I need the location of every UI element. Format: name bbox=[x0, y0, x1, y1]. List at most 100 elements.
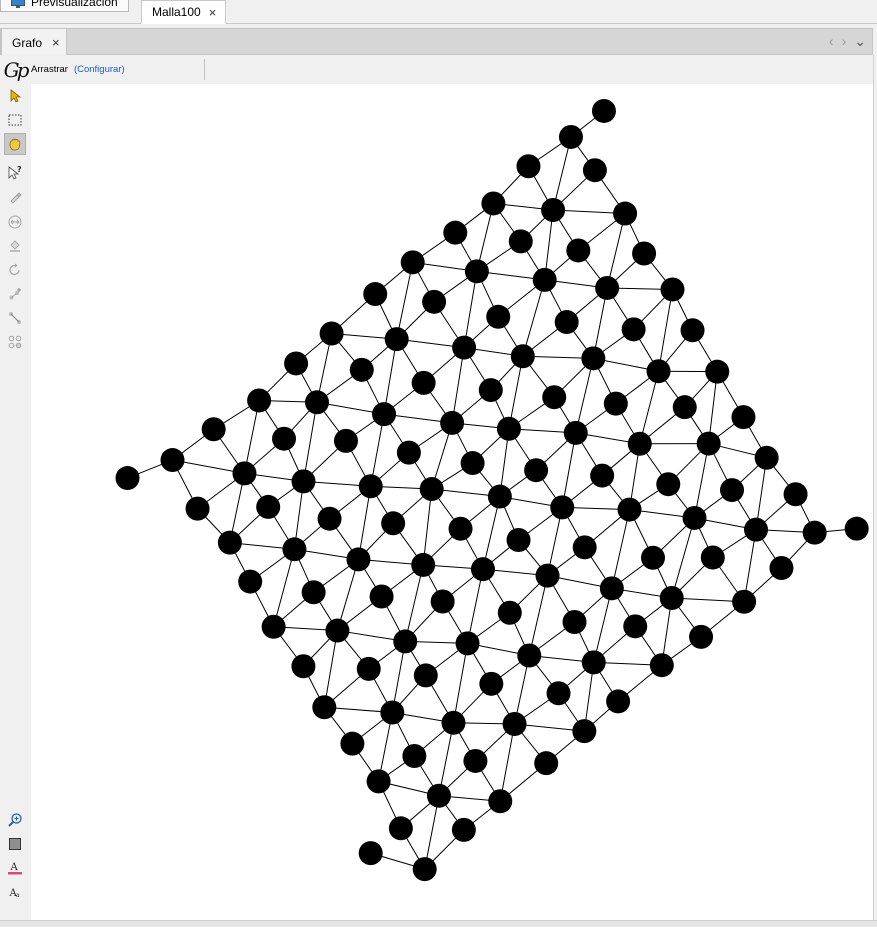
label-size-button[interactable]: A a bbox=[4, 881, 26, 903]
tab-malla100[interactable]: Malla100 × bbox=[141, 0, 226, 24]
graph-node[interactable] bbox=[516, 154, 541, 179]
graph-node[interactable] bbox=[510, 344, 535, 369]
graph-node[interactable] bbox=[672, 395, 697, 420]
graph-node[interactable] bbox=[358, 474, 383, 499]
graph-node[interactable] bbox=[621, 317, 646, 342]
graph-node[interactable] bbox=[682, 505, 707, 530]
graph-node[interactable] bbox=[369, 584, 394, 609]
graph-node[interactable] bbox=[452, 335, 477, 360]
graph-node[interactable] bbox=[562, 609, 587, 634]
graph-node[interactable] bbox=[646, 359, 671, 384]
graph-node[interactable] bbox=[426, 783, 451, 808]
graph-node[interactable] bbox=[430, 589, 455, 614]
graph-node[interactable] bbox=[542, 385, 567, 410]
graph-node[interactable] bbox=[532, 267, 557, 292]
graph-node[interactable] bbox=[572, 535, 597, 560]
graph-node[interactable] bbox=[366, 769, 391, 794]
graph-node[interactable] bbox=[340, 731, 365, 756]
graph-node[interactable] bbox=[325, 618, 350, 643]
add-edge-tool[interactable] bbox=[4, 307, 26, 329]
drag-tool[interactable] bbox=[4, 133, 26, 155]
graph-node[interactable] bbox=[487, 484, 512, 509]
graph-node[interactable] bbox=[441, 710, 466, 735]
graph-node[interactable] bbox=[247, 388, 272, 413]
graph-node[interactable] bbox=[460, 451, 485, 476]
graph-node[interactable] bbox=[700, 545, 725, 570]
graph-node[interactable] bbox=[581, 650, 606, 675]
graph-node[interactable] bbox=[380, 700, 405, 725]
graph-node[interactable] bbox=[783, 482, 808, 507]
rectangle-select-tool[interactable] bbox=[4, 109, 26, 131]
graph-node[interactable] bbox=[656, 472, 681, 497]
graph-node[interactable] bbox=[317, 506, 342, 531]
bucket-tool[interactable] bbox=[4, 235, 26, 257]
graph-node[interactable] bbox=[617, 497, 642, 522]
graph-node[interactable] bbox=[488, 789, 513, 814]
graph-node[interactable] bbox=[455, 631, 480, 656]
graph-node[interactable] bbox=[443, 220, 468, 245]
graph-node[interactable] bbox=[769, 556, 794, 581]
graph-node[interactable] bbox=[563, 420, 588, 445]
graph-node[interactable] bbox=[550, 495, 575, 520]
graph-node[interactable] bbox=[627, 431, 652, 456]
graph-node[interactable] bbox=[400, 250, 425, 275]
graph-node[interactable] bbox=[844, 516, 869, 541]
graph-node[interactable] bbox=[356, 656, 381, 681]
graph-node[interactable] bbox=[603, 391, 628, 416]
add-node-tool[interactable] bbox=[4, 283, 26, 305]
graph-node[interactable] bbox=[358, 841, 383, 866]
graph-node[interactable] bbox=[732, 589, 757, 614]
shortest-path-tool[interactable] bbox=[4, 259, 26, 281]
graph-node[interactable] bbox=[590, 463, 615, 488]
graph-node[interactable] bbox=[411, 552, 436, 577]
graph-node[interactable] bbox=[185, 496, 210, 521]
graph-node[interactable] bbox=[802, 520, 827, 545]
graph-canvas[interactable] bbox=[31, 84, 873, 920]
graph-node[interactable] bbox=[451, 817, 476, 842]
graph-node[interactable] bbox=[470, 557, 495, 582]
close-icon[interactable]: × bbox=[52, 35, 60, 50]
graph-node[interactable] bbox=[479, 671, 504, 696]
graph-node[interactable] bbox=[595, 275, 620, 300]
graph-node[interactable] bbox=[363, 282, 388, 307]
painter-tool[interactable] bbox=[4, 186, 26, 208]
graph-node[interactable] bbox=[502, 712, 527, 737]
graph-node[interactable] bbox=[478, 378, 503, 403]
graph-node[interactable] bbox=[508, 229, 533, 254]
graph-node[interactable] bbox=[312, 695, 337, 720]
graph-node[interactable] bbox=[291, 654, 316, 679]
graph-node[interactable] bbox=[448, 516, 473, 541]
graph-node[interactable] bbox=[411, 370, 436, 395]
label-color-button[interactable]: A bbox=[4, 857, 26, 879]
graph-node[interactable] bbox=[381, 511, 406, 536]
select-tool[interactable] bbox=[4, 85, 26, 107]
chevron-left-icon[interactable]: ‹ bbox=[828, 33, 834, 49]
graph-node[interactable] bbox=[301, 580, 326, 605]
graph-node[interactable] bbox=[496, 416, 521, 441]
graph-node[interactable] bbox=[566, 238, 591, 263]
graph-node[interactable] bbox=[319, 321, 344, 346]
graph-node[interactable] bbox=[256, 494, 281, 519]
graph-node[interactable] bbox=[412, 857, 437, 882]
graph-node[interactable] bbox=[422, 289, 447, 314]
graph-node[interactable] bbox=[440, 410, 465, 435]
tab-preview[interactable]: Previsualización bbox=[0, 0, 129, 12]
graph-node[interactable] bbox=[497, 600, 522, 625]
heat-map-tool[interactable] bbox=[4, 331, 26, 353]
graph-node[interactable] bbox=[535, 563, 560, 588]
tab-grafo[interactable]: Grafo × bbox=[1, 28, 67, 56]
graph-node[interactable] bbox=[305, 390, 330, 415]
graph-node[interactable] bbox=[613, 201, 638, 226]
close-icon[interactable]: × bbox=[208, 4, 217, 20]
graph-node[interactable] bbox=[282, 537, 307, 562]
graph-node[interactable] bbox=[744, 517, 769, 542]
graph-node[interactable] bbox=[541, 197, 566, 222]
graph-node[interactable] bbox=[346, 547, 371, 572]
graph-node[interactable] bbox=[632, 241, 657, 266]
graph-node[interactable] bbox=[486, 304, 511, 329]
graph-node[interactable] bbox=[419, 477, 444, 502]
graph-node[interactable] bbox=[659, 585, 684, 610]
graph-node[interactable] bbox=[572, 719, 597, 744]
graph-node[interactable] bbox=[554, 310, 579, 335]
graph-visualization[interactable] bbox=[31, 84, 873, 920]
